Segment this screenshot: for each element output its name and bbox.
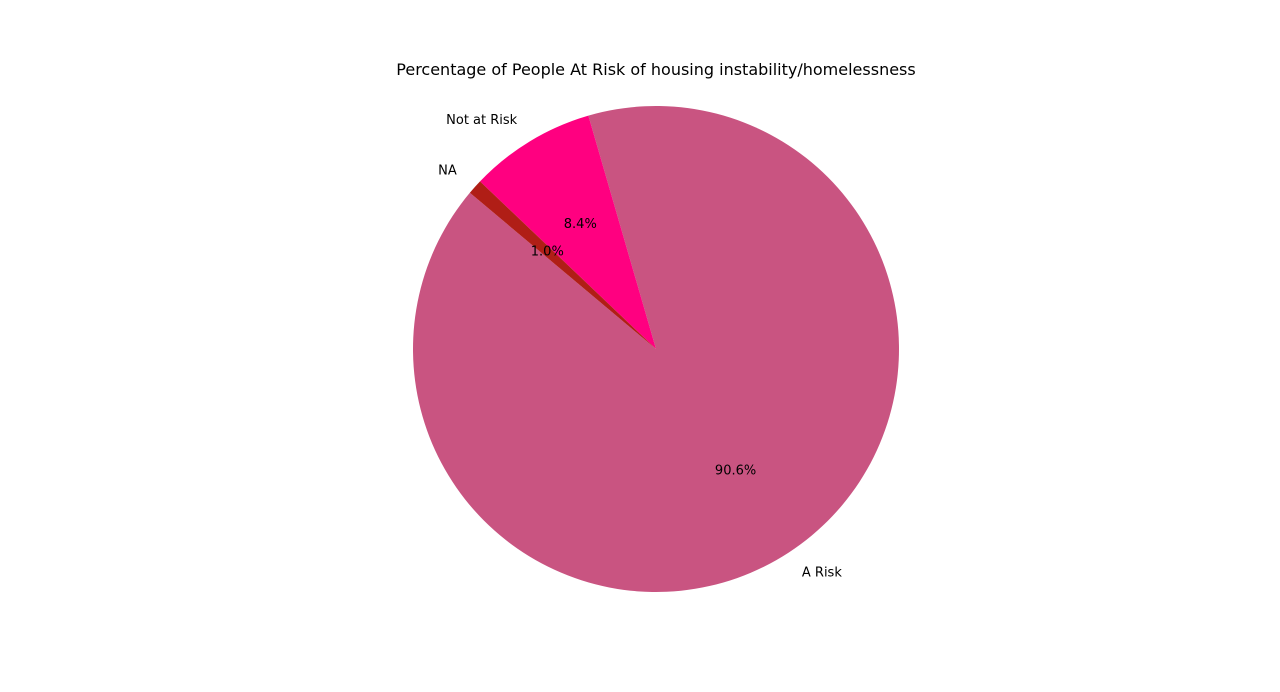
pie-slices: [413, 106, 899, 592]
pie-slice-na: [469, 181, 656, 349]
slice-percent-a-risk: 90.6%: [715, 464, 756, 479]
slice-percent-not-at-risk: 8.4%: [564, 217, 597, 232]
slice-label-na: NA: [438, 163, 457, 178]
pie-slice-not-at-risk: [480, 115, 656, 349]
pie-labels: A Risk 90.6% Not at Risk 8.4% NA 1.0%: [438, 113, 842, 580]
slice-label-not-at-risk: Not at Risk: [446, 113, 518, 128]
chart-title: Percentage of People At Risk of housing …: [396, 60, 915, 79]
slice-percent-na: 1.0%: [531, 244, 564, 259]
slice-label-a-risk: A Risk: [802, 565, 842, 580]
